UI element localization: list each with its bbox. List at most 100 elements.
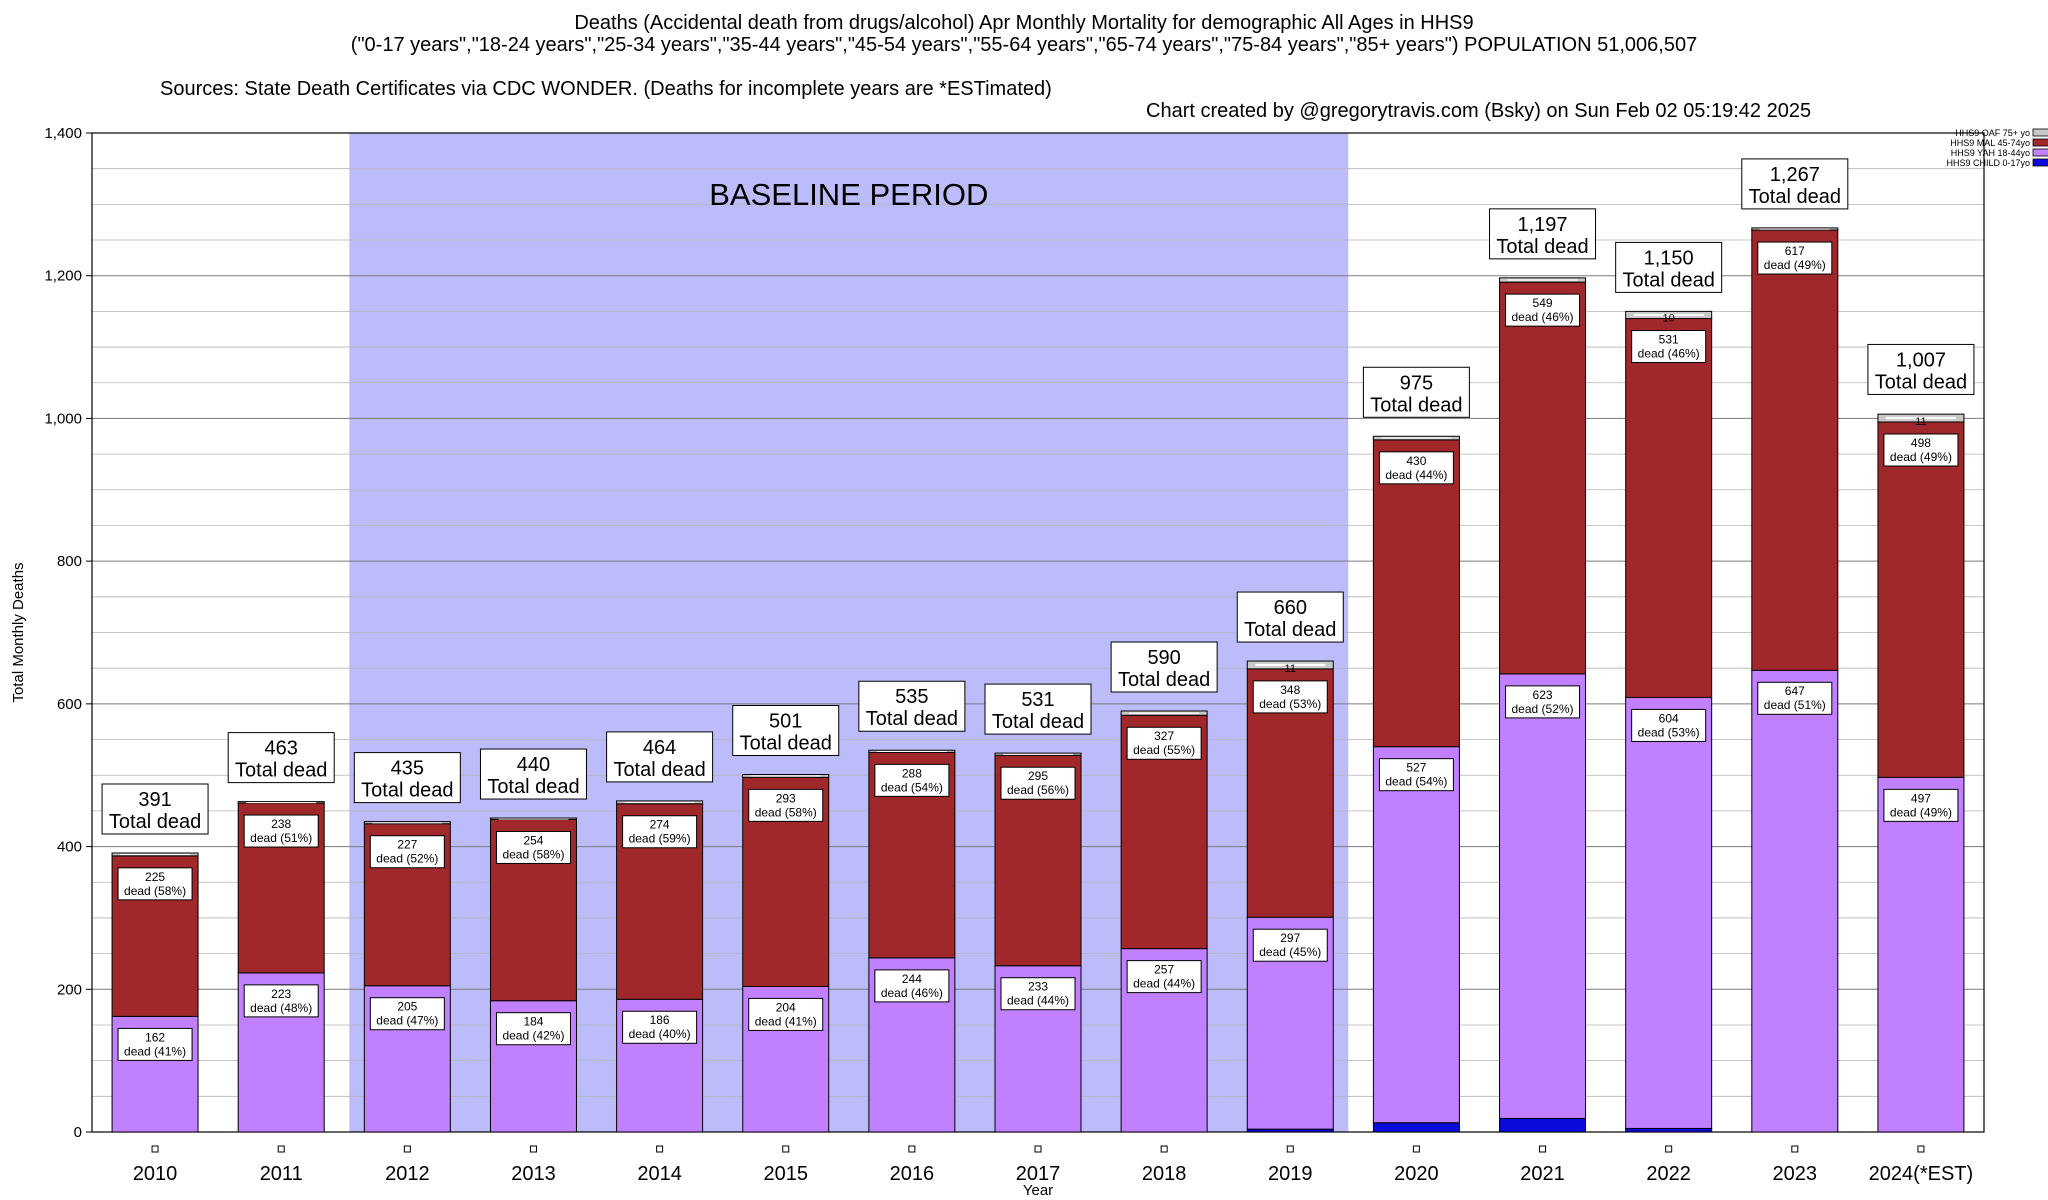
label-mal-box bbox=[1757, 241, 1833, 275]
x-marker bbox=[908, 1145, 916, 1153]
bar-mal bbox=[1625, 318, 1713, 698]
x-marker bbox=[656, 1145, 664, 1153]
sources-text: Sources: State Death Certificates via CD… bbox=[160, 78, 1052, 100]
legend-label: HHS9 CHILD 0-17yo bbox=[1946, 158, 2030, 168]
label-yah-box bbox=[748, 997, 824, 1031]
bar-child bbox=[1499, 1117, 1587, 1133]
bar-oaf-highlight bbox=[1381, 437, 1452, 439]
label-mal-text: dead (54%) bbox=[881, 780, 943, 794]
total-suffix: Total dead bbox=[866, 708, 958, 730]
x-marker bbox=[403, 1145, 411, 1153]
y-tick-label: 200 bbox=[57, 981, 82, 998]
legend-swatch bbox=[2032, 158, 2048, 167]
total-label-box bbox=[1236, 591, 1344, 643]
label-mal-box bbox=[1000, 766, 1076, 800]
x-tick-label: 2014 bbox=[637, 1163, 682, 1185]
x-axis-label: Year bbox=[1023, 1182, 1053, 1199]
label-yah-box bbox=[243, 984, 319, 1018]
label-yah-text: dead (47%) bbox=[376, 1014, 438, 1028]
y-tick-label: 800 bbox=[57, 553, 82, 570]
bar-yah bbox=[1372, 746, 1460, 1124]
bar-yah bbox=[1877, 776, 1965, 1133]
total-label-box bbox=[732, 705, 840, 757]
legend-label: HHS9 MAL 45-74yo bbox=[1950, 138, 2030, 148]
label-mal-box bbox=[622, 815, 698, 849]
x-tick-label: 2020 bbox=[1394, 1163, 1439, 1185]
bar-child bbox=[1372, 1122, 1460, 1133]
label-yah-text: 257 bbox=[1154, 963, 1174, 977]
x-tick-label: 2021 bbox=[1520, 1163, 1565, 1185]
legend-swatch bbox=[2032, 128, 2048, 137]
total-suffix: Total dead bbox=[487, 776, 579, 798]
baseline-period-label: BASELINE PERIOD bbox=[709, 177, 988, 212]
total-label-box bbox=[1867, 343, 1975, 395]
y-tick-label: 1,400 bbox=[44, 125, 82, 142]
y-tick-label: 0 bbox=[74, 1124, 82, 1141]
label-yah-text: dead (46%) bbox=[881, 986, 943, 1000]
total-value: 464 bbox=[643, 737, 676, 759]
x-tick-label: 2018 bbox=[1142, 1163, 1187, 1185]
x-tick-label: 2017 bbox=[1016, 1163, 1061, 1185]
label-yah-text: 623 bbox=[1533, 688, 1553, 702]
label-yah-text: dead (44%) bbox=[1007, 994, 1069, 1008]
bar-oaf-highlight bbox=[1759, 228, 1830, 230]
label-yah-box bbox=[1505, 685, 1581, 719]
x-tick-label: 2024(*EST) bbox=[1869, 1163, 1974, 1185]
total-suffix: Total dead bbox=[613, 759, 705, 781]
label-mal-box bbox=[748, 788, 824, 822]
bar-oaf-highlight bbox=[1255, 663, 1326, 667]
bar-yah bbox=[1625, 696, 1713, 1129]
label-mal-text: 238 bbox=[271, 817, 291, 831]
label-yah-box bbox=[1126, 960, 1202, 994]
label-yah-text: 184 bbox=[523, 1015, 543, 1029]
bar-mal bbox=[1751, 229, 1839, 671]
label-oaf: 11 bbox=[1915, 416, 1926, 428]
x-tick-label: 2013 bbox=[511, 1163, 556, 1185]
label-mal-box bbox=[117, 867, 193, 901]
bar-yah bbox=[1499, 673, 1587, 1119]
x-marker bbox=[1286, 1145, 1294, 1153]
label-mal-text: dead (46%) bbox=[1512, 310, 1574, 324]
total-suffix: Total dead bbox=[235, 760, 327, 782]
label-yah-box bbox=[495, 1012, 571, 1046]
label-yah-text: 527 bbox=[1406, 761, 1426, 775]
bar-oaf-highlight bbox=[1507, 279, 1578, 281]
label-mal-text: dead (55%) bbox=[1133, 743, 1195, 757]
label-yah-text: dead (48%) bbox=[250, 1001, 312, 1015]
x-tick-label: 2011 bbox=[260, 1163, 303, 1185]
x-tick-label: 2010 bbox=[133, 1163, 178, 1185]
x-tick-label: 2016 bbox=[890, 1163, 935, 1185]
bar-oaf-highlight bbox=[498, 818, 569, 820]
label-mal-text: 327 bbox=[1154, 729, 1174, 743]
total-value: 463 bbox=[265, 738, 298, 760]
total-label-box bbox=[227, 732, 335, 784]
legend-swatch bbox=[2032, 148, 2048, 157]
label-mal-text: dead (56%) bbox=[1007, 783, 1069, 797]
label-yah-box bbox=[1631, 708, 1707, 742]
total-label-box bbox=[479, 748, 587, 800]
label-yah-text: dead (49%) bbox=[1890, 805, 1952, 819]
label-yah-text: 162 bbox=[145, 1030, 165, 1044]
x-marker bbox=[277, 1145, 285, 1153]
label-yah-text: 223 bbox=[271, 987, 291, 1001]
label-mal-text: 348 bbox=[1280, 683, 1300, 697]
label-yah-box bbox=[874, 969, 950, 1003]
x-tick-label: 2012 bbox=[385, 1163, 430, 1185]
x-tick-label: 2019 bbox=[1268, 1163, 1313, 1185]
label-yah-box bbox=[369, 997, 445, 1031]
total-suffix: Total dead bbox=[740, 733, 832, 755]
label-yah-text: 497 bbox=[1911, 791, 1931, 805]
label-yah-text: dead (41%) bbox=[124, 1044, 186, 1058]
y-tick-label: 1,000 bbox=[44, 410, 82, 427]
label-oaf: 10 bbox=[1663, 313, 1675, 325]
x-marker bbox=[1160, 1145, 1168, 1153]
label-yah-box bbox=[1000, 977, 1076, 1011]
total-value: 590 bbox=[1147, 647, 1180, 669]
bar-child bbox=[1625, 1127, 1713, 1133]
label-yah-text: 233 bbox=[1028, 980, 1048, 994]
bar-mal bbox=[1499, 281, 1587, 675]
label-mal-text: 531 bbox=[1659, 332, 1679, 346]
label-yah-text: dead (40%) bbox=[629, 1027, 691, 1041]
label-mal-text: dead (46%) bbox=[1638, 346, 1700, 360]
label-mal-box bbox=[1126, 726, 1202, 760]
